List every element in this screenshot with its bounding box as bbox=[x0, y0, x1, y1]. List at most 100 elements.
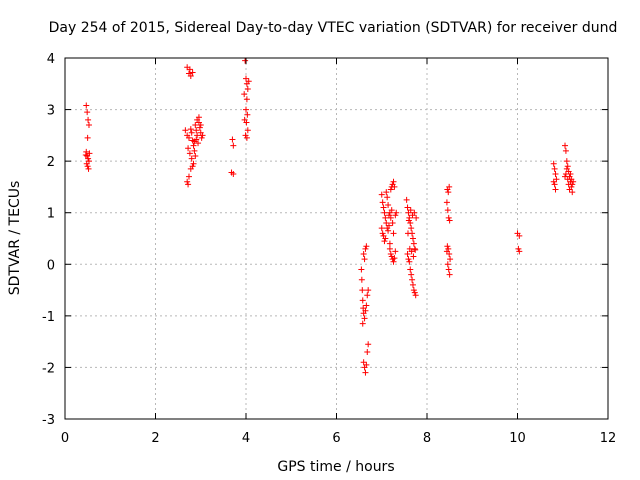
data-point-marker bbox=[444, 207, 451, 214]
data-point-marker bbox=[386, 240, 393, 247]
x-axis-label: GPS time / hours bbox=[277, 459, 394, 475]
y-tick-label: 0 bbox=[47, 258, 55, 273]
data-point-marker bbox=[385, 222, 392, 229]
data-point-marker bbox=[243, 134, 250, 141]
data-point-marker bbox=[411, 289, 418, 296]
data-point-marker bbox=[409, 276, 416, 283]
data-point-marker bbox=[244, 111, 251, 118]
data-point-marker bbox=[195, 114, 202, 121]
data-point-marker bbox=[379, 230, 386, 237]
data-point-marker bbox=[187, 73, 194, 80]
data-point-marker bbox=[361, 256, 368, 263]
y-tick-labels: -3 -2 -1 0 1 2 3 4 bbox=[42, 52, 55, 428]
x-tick-label: 12 bbox=[600, 431, 617, 446]
data-point-marker bbox=[189, 69, 196, 76]
x-tick-label: 6 bbox=[332, 431, 340, 446]
data-point-marker bbox=[446, 183, 453, 190]
data-point-marker bbox=[390, 258, 397, 265]
x-tick-label: 10 bbox=[509, 431, 526, 446]
data-point-marker bbox=[85, 155, 92, 162]
grid-lines bbox=[65, 58, 608, 419]
x-tick-label: 2 bbox=[151, 431, 159, 446]
data-point-marker bbox=[563, 165, 570, 172]
data-point-marker bbox=[446, 271, 453, 278]
data-point-marker bbox=[569, 189, 576, 196]
x-tick-label: 4 bbox=[242, 431, 250, 446]
data-point-marker bbox=[188, 155, 195, 162]
data-point-marker bbox=[192, 152, 199, 159]
data-point-marker bbox=[515, 245, 522, 252]
y-tick-label: -1 bbox=[42, 310, 55, 325]
data-point-marker bbox=[447, 256, 454, 263]
data-point-marker bbox=[82, 151, 89, 158]
data-point-marker bbox=[392, 212, 399, 219]
data-point-marker bbox=[383, 220, 390, 227]
data-point-marker bbox=[378, 191, 385, 198]
data-point-marker bbox=[186, 66, 193, 73]
data-point-marker bbox=[185, 134, 192, 141]
data-point-marker bbox=[190, 142, 197, 149]
data-point-marker bbox=[380, 204, 387, 211]
data-point-marker bbox=[550, 160, 557, 167]
data-point-marker bbox=[381, 209, 388, 216]
data-point-marker bbox=[85, 116, 92, 123]
data-point-marker bbox=[84, 163, 91, 170]
data-point-marker bbox=[230, 142, 237, 149]
data-point-marker bbox=[194, 132, 201, 139]
data-point-marker bbox=[85, 122, 92, 129]
data-point-marker bbox=[230, 171, 237, 178]
data-point-marker bbox=[392, 248, 399, 255]
data-point-marker bbox=[566, 186, 573, 193]
data-point-marker bbox=[570, 178, 577, 185]
data-point-marker bbox=[569, 181, 576, 188]
y-axis-label: SDTVAR / TECUs bbox=[7, 181, 23, 296]
data-point-marker bbox=[362, 307, 369, 314]
data-point-marker bbox=[391, 255, 398, 262]
data-point-marker bbox=[408, 225, 415, 232]
data-point-marker bbox=[383, 189, 390, 196]
data-point-marker bbox=[407, 220, 414, 227]
data-point-marker bbox=[242, 132, 249, 139]
data-point-marker bbox=[197, 122, 204, 129]
data-point-marker bbox=[365, 341, 372, 348]
data-point-marker bbox=[379, 199, 386, 206]
data-point-marker bbox=[229, 136, 236, 143]
y-tick-label: 4 bbox=[47, 52, 55, 67]
y-tick-label: 1 bbox=[47, 207, 55, 222]
data-point-marker bbox=[443, 248, 450, 255]
y-tick-label: -2 bbox=[42, 361, 55, 376]
data-points bbox=[82, 57, 577, 376]
data-point-marker bbox=[403, 196, 410, 203]
data-point-marker bbox=[184, 178, 191, 185]
data-point-marker bbox=[83, 160, 90, 167]
data-point-marker bbox=[385, 227, 392, 234]
data-point-marker bbox=[516, 232, 523, 239]
data-point-marker bbox=[443, 199, 450, 206]
data-point-marker bbox=[393, 209, 400, 216]
data-point-marker bbox=[404, 204, 411, 211]
data-point-marker bbox=[244, 127, 251, 134]
data-point-marker bbox=[359, 287, 366, 294]
data-point-marker bbox=[196, 124, 203, 131]
data-point-marker bbox=[198, 134, 205, 141]
x-tick-label: 0 bbox=[61, 431, 69, 446]
data-point-marker bbox=[390, 230, 397, 237]
data-point-marker bbox=[364, 292, 371, 299]
data-point-marker bbox=[185, 145, 192, 152]
data-point-marker bbox=[83, 102, 90, 109]
data-point-marker bbox=[567, 171, 574, 178]
data-point-marker bbox=[182, 127, 189, 134]
data-point-marker bbox=[387, 214, 394, 221]
data-point-marker bbox=[445, 189, 452, 196]
data-point-marker bbox=[190, 160, 197, 167]
data-point-marker bbox=[360, 359, 367, 366]
data-point-marker bbox=[362, 369, 369, 376]
data-point-marker bbox=[381, 238, 388, 245]
data-point-marker bbox=[386, 245, 393, 252]
data-point-marker bbox=[360, 250, 367, 257]
y-tick-label: 3 bbox=[47, 104, 55, 119]
data-point-marker bbox=[410, 287, 417, 294]
data-point-marker bbox=[191, 147, 198, 154]
data-point-marker bbox=[410, 240, 417, 247]
